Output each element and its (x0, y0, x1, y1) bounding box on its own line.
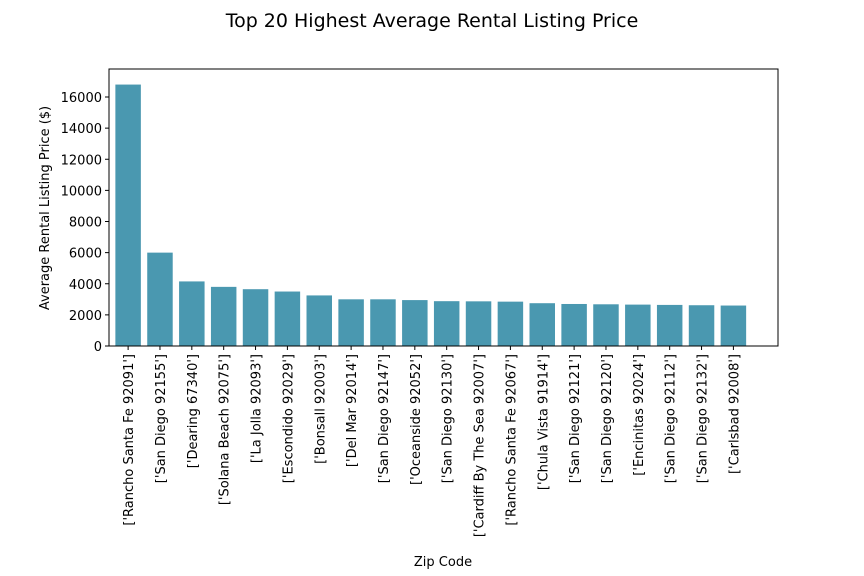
x-tick-label: ['La Jolla 92093'] (250, 354, 265, 463)
y-tick-label: 12000 (61, 153, 102, 168)
bar (465, 301, 492, 346)
bar (242, 289, 269, 346)
plot-frame (108, 68, 779, 347)
x-tick-label: ['San Diego 92132'] (696, 354, 711, 483)
x-tick-label: ['San Diego 92121'] (568, 354, 583, 483)
x-tick-label: ['Rancho Santa Fe 92091'] (122, 354, 137, 526)
y-tick-label: 16000 (61, 91, 102, 106)
chart-title: Top 20 Highest Average Rental Listing Pr… (225, 10, 639, 32)
y-axis-label: Average Rental Listing Price ($) (38, 106, 53, 310)
bar (338, 299, 364, 346)
y-axis: 0 2000 4000 6000 8000 10000 12000 14000 16000 (61, 91, 109, 355)
bar (688, 305, 715, 346)
x-tick-label: ['Bonsall 92003'] (313, 354, 328, 464)
x-tick-label: ['Dearing 67340'] (186, 354, 201, 468)
bars-group (115, 84, 747, 346)
x-tick-label: ['Solana Beach 92075'] (218, 354, 233, 505)
bar (433, 301, 460, 346)
bar (179, 281, 205, 346)
x-tick-label: ['San Diego 92155'] (154, 354, 169, 483)
x-tick-label: ['Cardiff By The Sea 92007'] (473, 354, 488, 537)
y-tick-label: 4000 (69, 278, 102, 293)
bar (656, 304, 683, 346)
x-tick-label: ['Chula Vista 91914'] (536, 354, 551, 490)
x-tick-label: ['Rancho Santa Fe 92067'] (504, 354, 519, 526)
bar (529, 303, 555, 346)
x-tick-label: ['Escondido 92029'] (281, 354, 296, 483)
bar (306, 295, 332, 346)
y-tick-label: 0 (94, 340, 102, 355)
y-tick-label: 6000 (69, 247, 102, 262)
x-axis: ['Rancho Santa Fe 92091'] ['San Diego 921… (122, 346, 742, 537)
bar (625, 304, 651, 346)
bar (720, 305, 747, 346)
bar (274, 291, 301, 346)
x-tick-label: ['Del Mar 92014'] (345, 354, 360, 467)
x-tick-label: ['Oceanside 92052'] (409, 354, 424, 485)
x-tick-label: ['San Diego 92112'] (664, 354, 679, 483)
y-tick-label: 10000 (61, 184, 102, 199)
bar (561, 303, 587, 346)
x-tick-label: ['San Diego 92130'] (441, 354, 456, 483)
bar (497, 301, 524, 346)
x-tick-label: ['Encinitas 92024'] (632, 354, 647, 476)
x-axis-label: Zip Code (414, 555, 472, 570)
bar (593, 304, 619, 346)
x-tick-label: ['Carlsbad 92008'] (727, 354, 742, 474)
y-tick-label: 2000 (69, 309, 102, 324)
x-tick-label: ['San Diego 92120'] (600, 354, 615, 483)
bar (210, 286, 237, 346)
bar (115, 84, 141, 346)
x-tick-label: ['San Diego 92147'] (377, 354, 392, 483)
y-tick-label: 8000 (69, 216, 102, 231)
bar (370, 299, 396, 346)
y-tick-label: 14000 (61, 122, 102, 137)
bar (402, 300, 428, 346)
bar (147, 252, 173, 346)
